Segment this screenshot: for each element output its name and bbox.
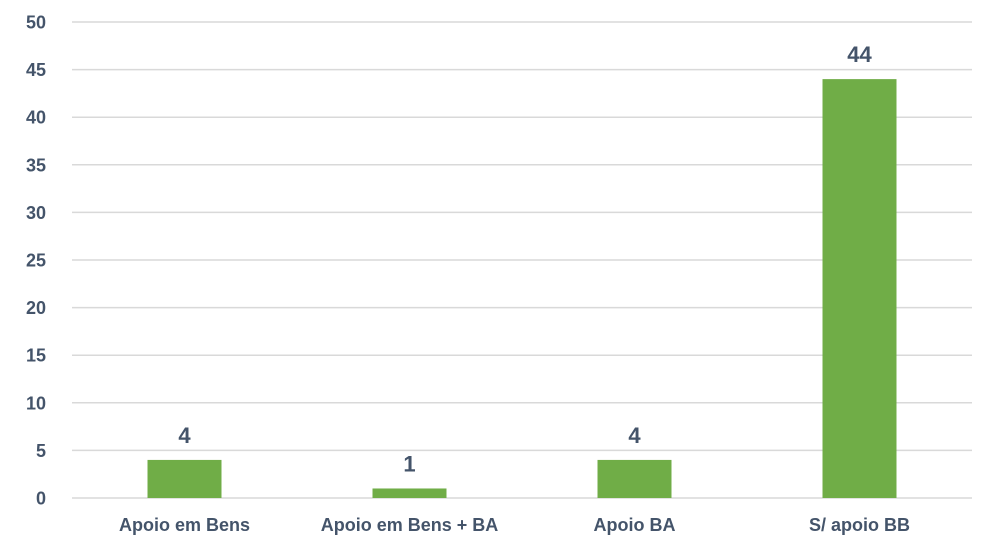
y-tick-label: 50 bbox=[26, 13, 46, 33]
data-label: 1 bbox=[403, 451, 415, 476]
x-category-label: Apoio BA bbox=[594, 515, 676, 535]
y-tick-label: 30 bbox=[26, 203, 46, 223]
y-tick-label: 45 bbox=[26, 60, 46, 80]
data-label: 44 bbox=[847, 42, 872, 67]
y-tick-label: 20 bbox=[26, 298, 46, 318]
data-label: 4 bbox=[628, 423, 641, 448]
data-label: 4 bbox=[178, 423, 191, 448]
y-tick-label: 0 bbox=[36, 489, 46, 509]
y-tick-label: 40 bbox=[26, 108, 46, 128]
bar bbox=[822, 79, 897, 499]
y-tick-label: 35 bbox=[26, 155, 46, 175]
x-category-label: Apoio em Bens bbox=[119, 515, 250, 535]
bar bbox=[597, 459, 672, 498]
x-category-label: S/ apoio BB bbox=[809, 515, 910, 535]
y-tick-label: 25 bbox=[26, 251, 46, 271]
y-tick-label: 10 bbox=[26, 393, 46, 413]
bar bbox=[147, 459, 222, 498]
x-category-label: Apoio em Bens + BA bbox=[321, 515, 499, 535]
bar bbox=[372, 488, 447, 498]
y-tick-label: 15 bbox=[26, 346, 46, 366]
y-tick-label: 5 bbox=[36, 441, 46, 461]
